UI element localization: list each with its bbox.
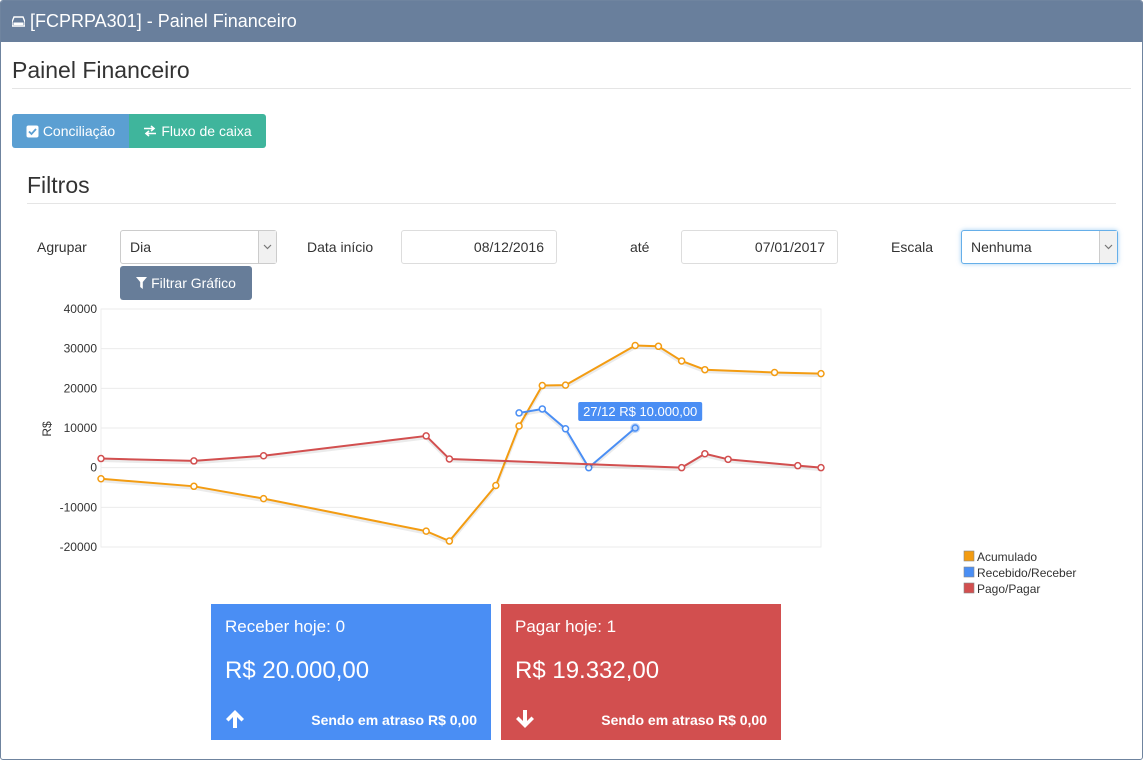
y-tick-label: 0 <box>90 461 97 475</box>
filter-icon <box>136 277 148 289</box>
recebido-receber-point <box>538 405 547 413</box>
exchange-icon <box>144 125 157 137</box>
filtrar-label: Filtrar Gráfico <box>151 275 236 291</box>
receber-value: R$ 20.000,00 <box>225 657 370 684</box>
agrupar-label: Agrupar <box>37 239 87 255</box>
chevron-down-icon <box>258 231 276 263</box>
chevron-down-icon <box>1099 231 1117 263</box>
pago-pagar-shadow <box>100 436 822 472</box>
acumulado-point <box>561 381 570 389</box>
agrupar-select[interactable]: Dia <box>120 230 277 264</box>
page-title: Painel Financeiro <box>12 57 190 83</box>
pagar-atraso: Sendo em atraso R$ 0,00 <box>601 712 767 728</box>
pago-pagar-point <box>677 463 686 472</box>
escala-value: Nenhuma <box>971 239 1032 255</box>
pagar-title: Pagar hoje: 1 <box>515 617 617 636</box>
legend-swatch <box>963 566 975 578</box>
highlight-halo <box>630 423 641 433</box>
acumulado-point <box>97 475 105 483</box>
filtrar-grafico-button[interactable]: Filtrar Gráfico <box>120 266 252 300</box>
data-fim-value: 07/01/2017 <box>754 239 825 255</box>
legend-label: Recebido/Receber <box>977 566 1076 580</box>
pagar-hoje-card: Pagar hoje: 1 R$ 19.332,00 Sendo em atra… <box>501 604 781 740</box>
pago-pagar-point <box>817 463 825 472</box>
acumulado-point <box>445 537 454 545</box>
acumulado-point <box>538 381 547 390</box>
legend-swatch <box>963 582 975 594</box>
acumulado-line <box>100 344 822 543</box>
y-tick-label: -10000 <box>60 500 98 514</box>
window-title: [FCPRPA301] - Painel Financeiro <box>30 11 297 31</box>
divider <box>27 203 1116 204</box>
acumulado-point <box>770 368 779 377</box>
acumulado-point <box>817 369 825 378</box>
acumulado-point <box>515 422 523 430</box>
acumulado-point <box>259 494 268 503</box>
divider <box>12 88 1131 89</box>
arrow-down-icon <box>516 710 534 728</box>
acumulado-point <box>677 357 686 365</box>
legend-swatch <box>963 550 975 562</box>
check-square-icon <box>26 125 39 137</box>
arrow-up-icon <box>226 710 244 728</box>
recebido-receber-point <box>631 424 639 432</box>
data-inicio-input[interactable]: 08/12/2016 <box>401 230 557 264</box>
legend-label: Pago/Pagar <box>977 582 1040 596</box>
pagar-value: R$ 19.332,00 <box>515 657 660 684</box>
drive-icon <box>11 15 25 29</box>
pago-pagar-line <box>100 434 822 469</box>
escala-label: Escala <box>891 239 934 255</box>
acumulado-point <box>701 365 709 374</box>
pago-pagar-point <box>724 455 732 464</box>
acumulado-point <box>422 527 430 535</box>
conciliacao-label: Conciliação <box>42 123 116 139</box>
escala-select[interactable]: Nenhuma <box>961 230 1118 264</box>
y-tick-label: -20000 <box>60 540 98 554</box>
receber-title: Receber hoje: 0 <box>225 617 346 636</box>
y-tick-label: 40000 <box>64 302 98 316</box>
acumulado-point <box>654 342 663 351</box>
pago-pagar-point <box>701 450 709 458</box>
pago-pagar-point <box>794 461 802 470</box>
fluxo-caixa-button[interactable]: Fluxo de caixa <box>129 114 266 148</box>
acumulado-point <box>631 341 639 350</box>
y-axis-label: R$ <box>40 421 54 437</box>
y-tick-label: 30000 <box>64 342 98 356</box>
data-inicio-value: 08/12/2016 <box>473 239 544 255</box>
pago-pagar-point <box>422 432 430 440</box>
recebido-receber-point <box>561 425 570 433</box>
recebido-receber-point <box>515 409 523 417</box>
receber-hoje-card: Receber hoje: 0 R$ 20.000,00 Sendo em at… <box>211 604 491 740</box>
data-inicio-label: Data início <box>307 239 374 255</box>
data-fim-input[interactable]: 07/01/2017 <box>681 230 838 264</box>
filtros-heading: Filtros <box>27 172 90 198</box>
pago-pagar-point <box>97 454 105 463</box>
y-tick-label: 10000 <box>64 421 98 435</box>
conciliacao-button[interactable]: Conciliação <box>12 114 129 148</box>
pago-pagar-point <box>190 457 198 465</box>
fluxo-caixa-label: Fluxo de caixa <box>161 123 252 139</box>
window-titlebar: [FCPRPA301] - Painel Financeiro <box>1 1 1142 42</box>
acumulado-shadow <box>100 345 822 545</box>
acumulado-point <box>190 482 198 491</box>
agrupar-value: Dia <box>130 239 152 255</box>
pago-pagar-point <box>259 452 268 460</box>
legend-label: Acumulado <box>977 550 1037 564</box>
tooltip-box <box>578 402 703 421</box>
ate-label: até <box>630 239 650 255</box>
y-tick-label: 20000 <box>64 381 98 395</box>
acumulado-point <box>492 481 500 490</box>
receber-atraso: Sendo em atraso R$ 0,00 <box>311 712 477 728</box>
line-chart: 40000 30000 20000 10000 0 -10000 -20000 R$ 27/12… <box>40 302 1076 596</box>
tooltip-text: 27/12 R$ 10.000,00 <box>583 404 697 419</box>
pago-pagar-point <box>445 455 454 463</box>
